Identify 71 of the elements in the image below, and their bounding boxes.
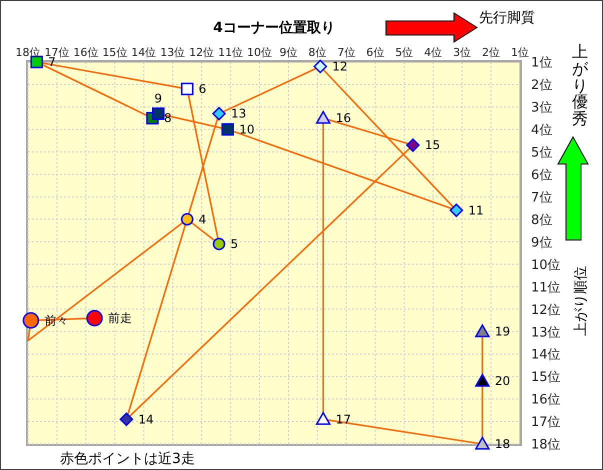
annotation: 18 <box>494 437 510 451</box>
point <box>475 324 490 338</box>
text: 先行脚質 <box>479 10 535 26</box>
y-tick-label: 13位 <box>531 325 561 340</box>
y-tick-label: 10位 <box>531 258 561 273</box>
x-tick-label: 8位 <box>308 46 326 59</box>
y-tick-label: 16位 <box>531 392 561 408</box>
x-tick-label: 11位 <box>218 46 244 59</box>
point <box>180 213 194 226</box>
point <box>450 204 464 218</box>
text: 赤色ポイントは近3走 <box>60 451 195 467</box>
y-tick-label: 4位 <box>531 123 552 138</box>
point <box>86 310 103 326</box>
annotation: 11 <box>468 203 484 218</box>
y-axis-title: 上がり順位 <box>573 266 589 336</box>
annotation: 9 <box>154 92 162 106</box>
x-tick-label: 3位 <box>453 46 472 59</box>
point <box>406 138 420 152</box>
y-tick-label: 11位 <box>531 280 561 296</box>
point <box>22 312 40 329</box>
y-tick-label: 8位 <box>531 212 552 228</box>
annotation: 12 <box>332 59 348 74</box>
point <box>221 123 234 136</box>
x-tick-label: 7位 <box>337 46 356 59</box>
y-tick-label: 15位 <box>531 370 561 386</box>
y-tick-label: 5位 <box>531 145 552 160</box>
y-tick-label: 12位 <box>531 302 561 318</box>
x-tick-label: 5位 <box>395 46 414 59</box>
point <box>120 412 134 426</box>
y-tick-label: 17位 <box>531 415 561 430</box>
y-tick-label: 18位 <box>531 438 561 453</box>
annotation: 前走 <box>108 311 132 326</box>
x-tick-label: 10位 <box>247 46 272 59</box>
y-tick-label: 7位 <box>531 190 552 206</box>
annotation: 19 <box>494 324 510 339</box>
x-tick-label: 14位 <box>131 46 156 59</box>
point <box>475 374 490 387</box>
x-tick-label: 18位 <box>16 46 40 59</box>
x-tick-label: 4位 <box>424 46 442 59</box>
x-tick-label: 2位 <box>482 46 500 59</box>
y-tick-label: 2位 <box>531 78 552 94</box>
annotation: 15 <box>424 138 440 152</box>
annotation: 20 <box>494 374 510 388</box>
point <box>212 106 226 120</box>
annotation: 6 <box>198 82 206 96</box>
x-tick-label: 13位 <box>160 46 186 59</box>
point <box>314 60 328 74</box>
y-tick-label: 6位 <box>531 168 552 183</box>
y-tick-label: 1位 <box>531 56 552 71</box>
point <box>152 107 164 120</box>
point <box>316 110 330 124</box>
x-tick-label: 12位 <box>189 46 214 59</box>
point <box>316 412 330 425</box>
x-tick-label: 6位 <box>366 46 384 59</box>
y-tick-label: 9位 <box>531 235 552 250</box>
annotation: 13 <box>231 106 246 121</box>
annotation: 4 <box>198 212 206 226</box>
annotation: 14 <box>138 412 154 426</box>
annotation: 10 <box>239 122 254 136</box>
x-tick-label: 15位 <box>102 46 128 59</box>
text: 上がり優秀 <box>572 42 588 128</box>
annotation: 5 <box>230 237 238 252</box>
y-tick-label: 14位 <box>531 348 561 363</box>
y-tick-label: 3位 <box>531 100 552 116</box>
x-tick-label: 9位 <box>279 46 298 59</box>
annotation: 16 <box>336 111 351 126</box>
point <box>212 238 226 250</box>
x-tick-label: 16位 <box>73 46 98 59</box>
x-tick-label: 1位 <box>511 46 529 59</box>
x-axis-title: 4コーナー位置取り <box>213 20 335 36</box>
point <box>475 436 490 450</box>
